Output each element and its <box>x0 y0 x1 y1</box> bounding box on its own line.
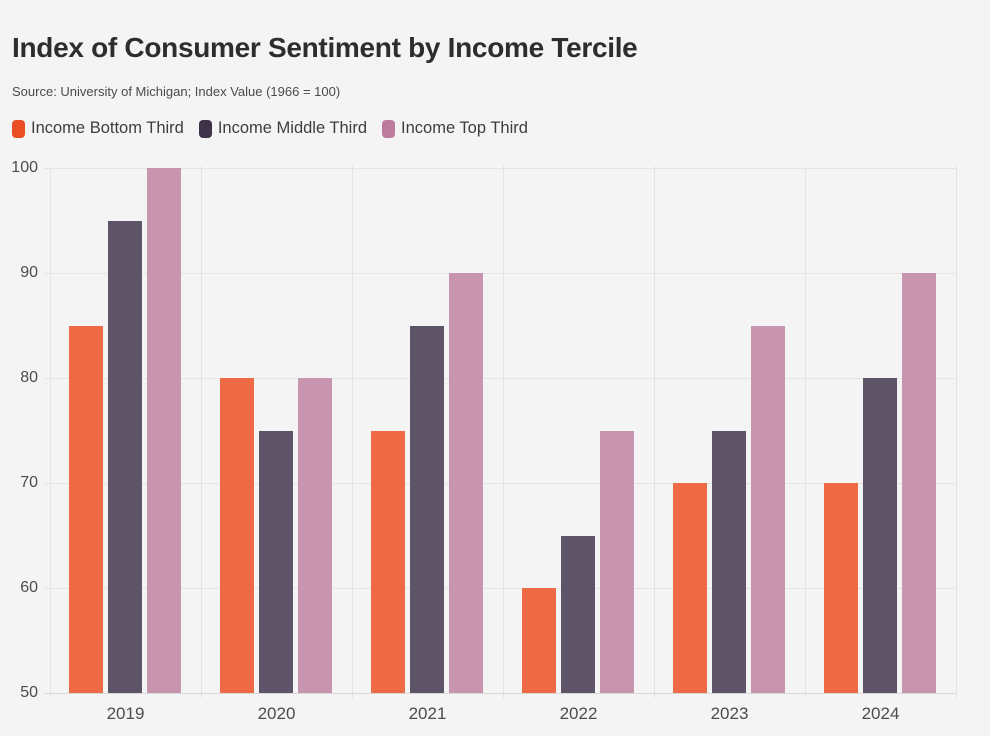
bar <box>259 430 293 693</box>
legend-item-middle-third: Income Middle Third <box>198 119 368 138</box>
legend-swatch-bottom-third <box>12 119 25 138</box>
y-axis-tick-label: 90 <box>20 264 38 281</box>
h-gridline <box>44 588 956 589</box>
v-gridline <box>654 166 655 698</box>
h-gridline <box>44 378 956 379</box>
bar <box>712 430 746 693</box>
bar <box>449 273 483 693</box>
bar <box>220 378 254 693</box>
x-axis-tick-label: 2020 <box>257 704 296 723</box>
bar <box>824 483 858 693</box>
chart-legend: Income Bottom Third Income Middle Third … <box>12 119 528 138</box>
legend-label-bottom-third: Income Bottom Third <box>31 119 184 137</box>
chart-title: Index of Consumer Sentiment by Income Te… <box>12 32 638 63</box>
bar <box>371 430 405 693</box>
h-gridline <box>44 693 956 694</box>
bar <box>600 430 634 693</box>
chart-source-note: Source: University of Michigan; Index Va… <box>12 84 341 99</box>
legend-swatch-top-third <box>382 119 396 138</box>
legend-label-middle-third: Income Middle Third <box>217 119 368 137</box>
bar <box>863 378 897 693</box>
y-axis-tick-label: 70 <box>20 474 38 491</box>
bar <box>902 273 936 693</box>
legend-item-top-third: Income Top Third <box>382 119 528 138</box>
bar <box>522 588 556 693</box>
x-axis-tick-label: 2024 <box>861 704 900 723</box>
v-gridline <box>50 166 51 698</box>
legend-item-bottom-third: Income Bottom Third <box>12 119 184 138</box>
x-axis-tick-label: 2023 <box>710 704 749 723</box>
bar <box>147 168 181 693</box>
y-axis-tick-label: 100 <box>11 159 38 176</box>
x-axis-tick-label: 2021 <box>408 704 447 723</box>
bar <box>673 483 707 693</box>
bar <box>298 378 332 693</box>
h-gridline <box>44 168 956 169</box>
bar <box>561 535 595 693</box>
y-axis-tick-label: 50 <box>20 684 38 701</box>
bar <box>410 325 444 693</box>
bar <box>69 325 103 693</box>
v-gridline <box>201 166 202 698</box>
h-gridline <box>44 273 956 274</box>
h-gridline <box>44 483 956 484</box>
legend-label-top-third: Income Top Third <box>401 119 528 137</box>
v-gridline <box>503 166 504 698</box>
bar <box>751 325 785 693</box>
y-axis-tick-label: 60 <box>20 579 38 596</box>
x-axis-tick-label: 2022 <box>559 704 598 723</box>
y-axis-tick-label: 80 <box>20 369 38 386</box>
bar <box>108 220 142 693</box>
v-gridline <box>352 166 353 698</box>
legend-swatch-middle-third <box>198 119 212 138</box>
v-gridline <box>805 166 806 698</box>
v-gridline <box>956 166 957 698</box>
x-axis-tick-label: 2019 <box>106 704 145 723</box>
